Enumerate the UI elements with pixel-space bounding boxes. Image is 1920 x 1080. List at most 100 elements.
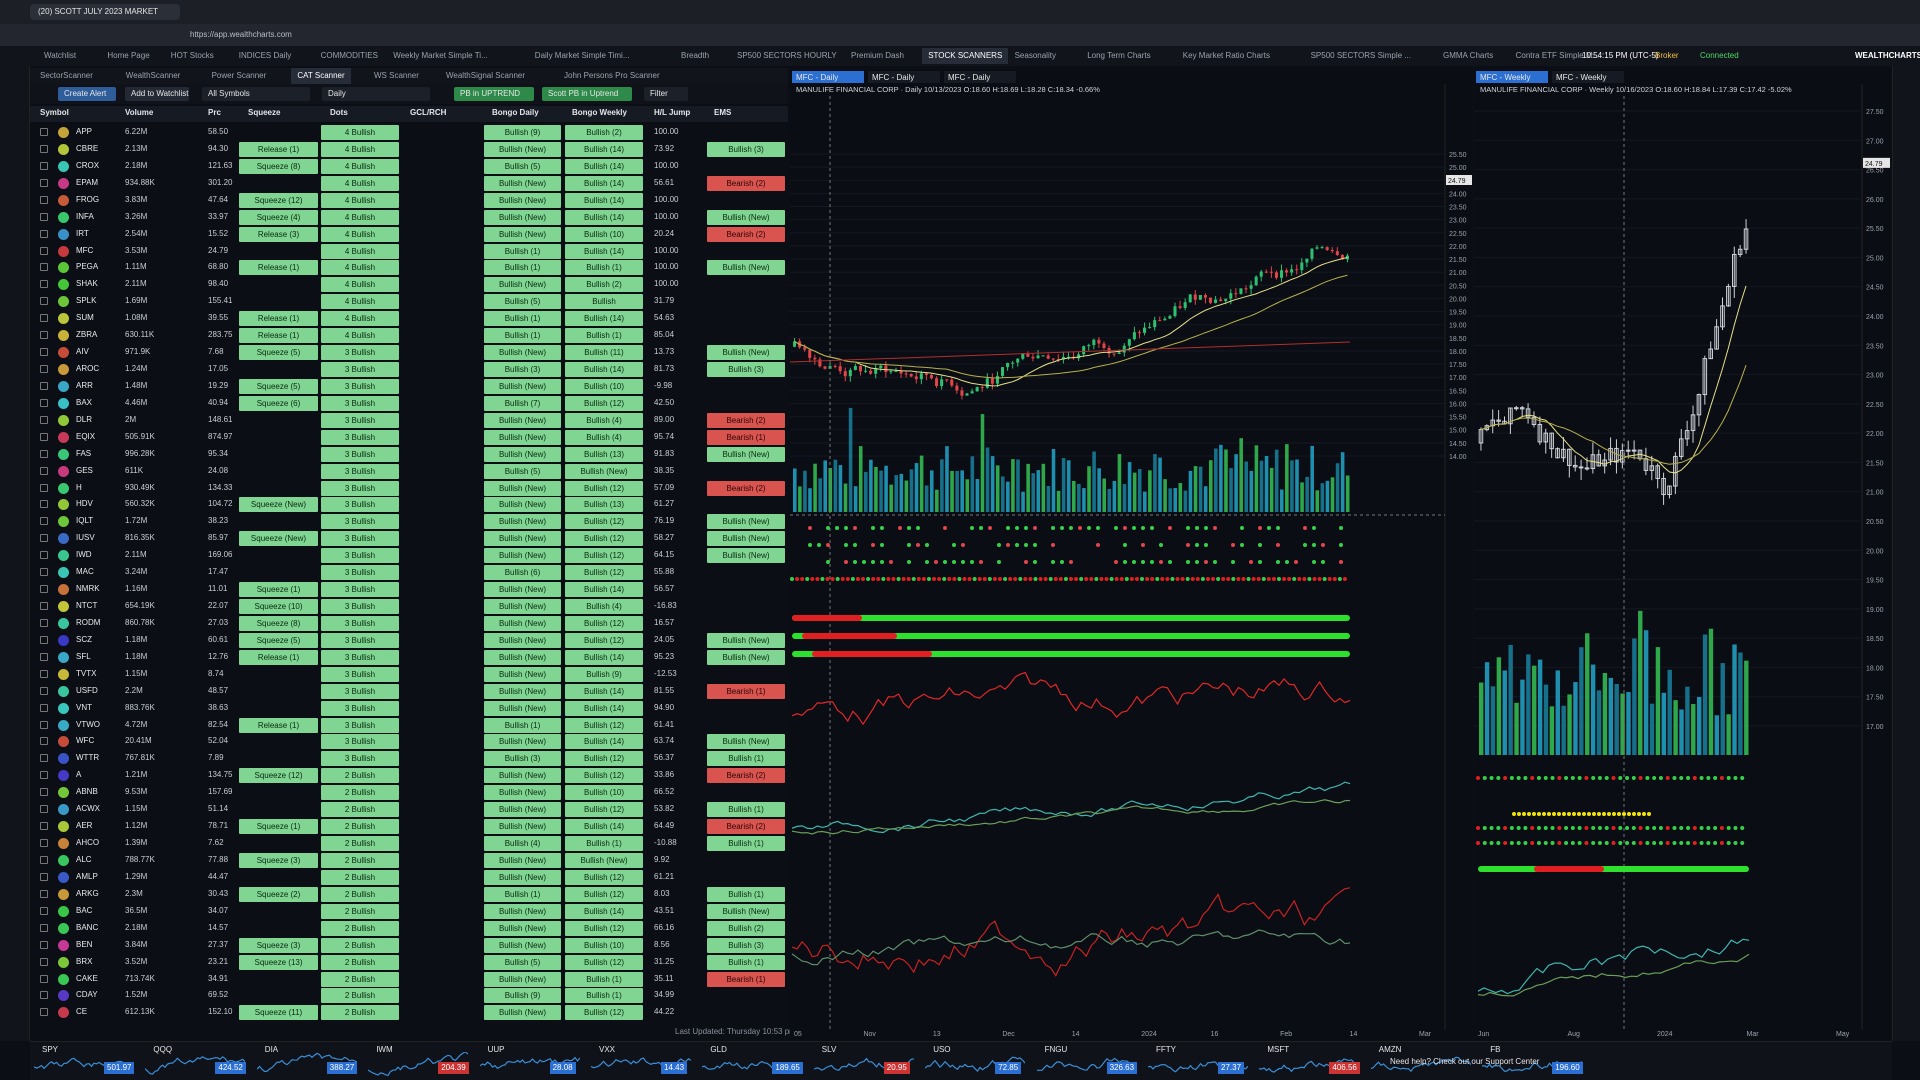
- row-checkbox[interactable]: [40, 449, 48, 458]
- row-checkbox[interactable]: [40, 839, 48, 848]
- ticker-symbol[interactable]: DIA: [264, 1045, 279, 1054]
- column-header[interactable]: H/L Jump: [654, 108, 691, 117]
- symbol[interactable]: ZBRA: [76, 330, 98, 340]
- nav-tab[interactable]: Seasonality: [1014, 51, 1056, 60]
- symbol[interactable]: PEGA: [76, 262, 99, 272]
- row-checkbox[interactable]: [40, 314, 48, 323]
- row-checkbox[interactable]: [40, 365, 48, 374]
- scanner-tab[interactable]: CAT Scanner: [291, 68, 351, 84]
- row-checkbox[interactable]: [40, 635, 48, 644]
- column-header[interactable]: Volume: [125, 108, 154, 117]
- scanner-tab[interactable]: SectorScanner: [40, 71, 93, 80]
- nav-tab[interactable]: Contra ETF Simple M...: [1515, 51, 1600, 60]
- symbol[interactable]: BAX: [76, 397, 93, 407]
- symbol[interactable]: VTWO: [76, 719, 100, 729]
- nav-tab[interactable]: SP500 SECTORS Simple ...: [1310, 51, 1411, 60]
- row-checkbox[interactable]: [40, 195, 48, 204]
- symbol[interactable]: BAC: [76, 905, 93, 915]
- symbol[interactable]: SHAK: [76, 279, 98, 289]
- symbol[interactable]: BRX: [76, 956, 93, 966]
- symbol[interactable]: NMRK: [76, 584, 100, 594]
- symbol[interactable]: USFD: [76, 685, 98, 695]
- scanner-tab[interactable]: WS Scanner: [374, 71, 419, 80]
- row-checkbox[interactable]: [40, 483, 48, 492]
- symbol[interactable]: AMLP: [76, 871, 98, 881]
- browser-tab[interactable]: (20) SCOTT JULY 2023 MARKET: [30, 4, 180, 20]
- symbol[interactable]: CE: [76, 1007, 88, 1017]
- symbol[interactable]: IRT: [76, 228, 89, 238]
- row-checkbox[interactable]: [40, 161, 48, 170]
- row-checkbox[interactable]: [40, 534, 48, 543]
- symbol[interactable]: CBRE: [76, 143, 99, 153]
- ticker-symbol[interactable]: UUP: [487, 1045, 505, 1054]
- row-checkbox[interactable]: [40, 331, 48, 340]
- ticker-symbol[interactable]: SPY: [42, 1045, 59, 1054]
- row-checkbox[interactable]: [40, 348, 48, 357]
- symbol[interactable]: TVTX: [76, 668, 97, 678]
- row-checkbox[interactable]: [40, 568, 48, 577]
- column-header[interactable]: EMS: [714, 108, 732, 117]
- row-checkbox[interactable]: [40, 178, 48, 187]
- symbol[interactable]: WFC: [76, 736, 95, 746]
- nav-tab[interactable]: COMMODITIES: [320, 51, 378, 60]
- column-header[interactable]: Bongo Daily: [492, 108, 539, 117]
- ticker-symbol[interactable]: QQQ: [153, 1045, 173, 1054]
- nav-tab[interactable]: SP500 SECTORS HOURLY: [737, 51, 837, 60]
- row-checkbox[interactable]: [40, 940, 48, 949]
- toolbar-button[interactable]: All Symbols: [202, 87, 310, 101]
- toolbar-button[interactable]: Add to Watchlist: [125, 87, 189, 101]
- row-checkbox[interactable]: [40, 500, 48, 509]
- nav-tab[interactable]: Breadth: [681, 51, 710, 60]
- column-header[interactable]: Dots: [330, 108, 348, 117]
- nav-tab[interactable]: Key Market Ratio Charts: [1182, 51, 1270, 60]
- ticker-symbol[interactable]: FNGU: [1044, 1045, 1068, 1054]
- symbol[interactable]: ALC: [76, 854, 92, 864]
- scanner-tab[interactable]: John Persons Pro Scanner: [564, 71, 660, 80]
- support-link[interactable]: Need help? Check out our Support Center: [1390, 1057, 1540, 1066]
- column-header[interactable]: GCL/RCH: [410, 108, 447, 117]
- row-checkbox[interactable]: [40, 974, 48, 983]
- nav-tab[interactable]: HOT Stocks: [170, 51, 214, 60]
- row-checkbox[interactable]: [40, 229, 48, 238]
- ticker-symbol[interactable]: VXX: [599, 1045, 616, 1054]
- row-checkbox[interactable]: [40, 297, 48, 306]
- ticker-symbol[interactable]: GLD: [710, 1045, 727, 1054]
- nav-tab[interactable]: Weekly Market Simple Ti...: [393, 51, 488, 60]
- row-checkbox[interactable]: [40, 585, 48, 594]
- ticker-symbol[interactable]: SLV: [821, 1045, 837, 1054]
- nav-tab[interactable]: Watchlist: [44, 51, 77, 60]
- symbol[interactable]: VNT: [76, 702, 92, 712]
- row-checkbox[interactable]: [40, 128, 48, 136]
- symbol[interactable]: RODM: [76, 617, 101, 627]
- row-checkbox[interactable]: [40, 771, 48, 780]
- column-header[interactable]: Prc: [208, 108, 221, 117]
- symbol[interactable]: FAS: [76, 448, 92, 458]
- nav-tab[interactable]: STOCK SCANNERS: [922, 48, 1009, 64]
- symbol[interactable]: CAKE: [76, 973, 98, 983]
- symbol[interactable]: SUM: [76, 313, 94, 323]
- row-checkbox[interactable]: [40, 212, 48, 221]
- column-header[interactable]: Squeeze: [248, 108, 281, 117]
- row-checkbox[interactable]: [40, 551, 48, 560]
- row-checkbox[interactable]: [40, 280, 48, 289]
- row-checkbox[interactable]: [40, 686, 48, 695]
- symbol[interactable]: MAC: [76, 567, 94, 577]
- row-checkbox[interactable]: [40, 991, 48, 1000]
- toolbar-button[interactable]: Scott PB in Uptrend: [542, 87, 632, 101]
- url[interactable]: https://app.wealthcharts.com: [190, 30, 292, 39]
- row-checkbox[interactable]: [40, 415, 48, 424]
- row-checkbox[interactable]: [40, 517, 48, 526]
- symbol[interactable]: IUSV: [76, 533, 95, 543]
- row-checkbox[interactable]: [40, 398, 48, 407]
- row-checkbox[interactable]: [40, 805, 48, 814]
- symbol[interactable]: AHCO: [76, 838, 100, 848]
- symbol[interactable]: NTCT: [76, 601, 98, 611]
- row-checkbox[interactable]: [40, 957, 48, 966]
- ticker-symbol[interactable]: USO: [933, 1045, 951, 1054]
- toolbar-button[interactable]: Create Alert: [58, 87, 116, 101]
- symbol[interactable]: ACWX: [76, 804, 100, 814]
- column-header[interactable]: Bongo Weekly: [572, 108, 627, 117]
- nav-tab[interactable]: Home Page: [107, 51, 150, 60]
- symbol[interactable]: EPAM: [76, 177, 99, 187]
- toolbar-button[interactable]: PB in UPTREND: [454, 87, 534, 101]
